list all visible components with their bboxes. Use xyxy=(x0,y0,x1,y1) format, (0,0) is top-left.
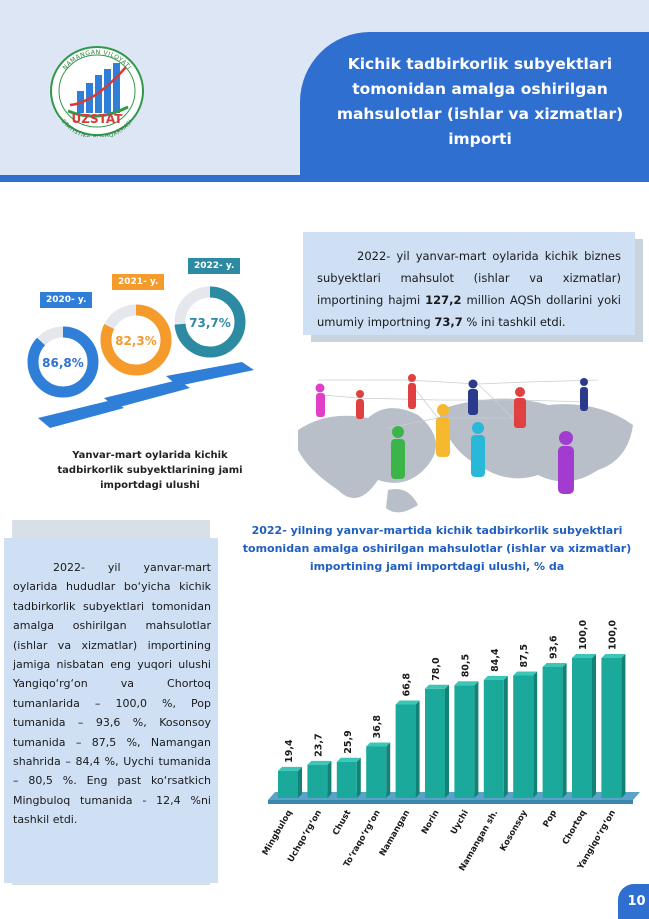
bar-value-label: 100,0 xyxy=(578,620,589,650)
donut-svg: 86,8% 82,3% 73,7% xyxy=(27,286,254,428)
chart-floor-edge xyxy=(268,800,633,804)
bar-top xyxy=(454,681,479,686)
bar-value-label: 66,8 xyxy=(402,673,413,697)
bar-category-label: Chortoq xyxy=(561,809,589,847)
bar-category-label: Namangan xyxy=(378,809,412,858)
bar-value-label: 84,4 xyxy=(490,648,501,672)
donut-arc xyxy=(27,326,99,398)
bar xyxy=(336,761,357,798)
donut-year-label: 2020- y. xyxy=(40,292,93,308)
bar-side xyxy=(474,681,479,798)
info-share: 73,7 xyxy=(434,315,463,329)
bar-side xyxy=(386,742,391,798)
bar-side xyxy=(356,757,361,798)
info-box: 2022- yil yanvar-mart oylarida kichik bi… xyxy=(303,232,635,335)
bar-top xyxy=(513,671,538,676)
donut-arc xyxy=(100,304,172,376)
bar-category-label: Kosonsoy xyxy=(498,808,530,853)
bar-side xyxy=(592,654,596,798)
bar-category-label: Pop xyxy=(541,809,559,830)
uzstat-logo: NAMANGAN VILOYATI STATISTIKA BOSHQARMASI… xyxy=(50,46,144,137)
bar xyxy=(395,704,416,798)
map-continent xyxy=(438,398,633,482)
bar-value-label: 87,5 xyxy=(519,644,530,667)
bar xyxy=(601,658,622,798)
bar-category-label: Mingbuloq xyxy=(261,809,295,858)
bar-top xyxy=(425,684,449,689)
bar xyxy=(513,675,534,798)
bar-value-label: 19,4 xyxy=(284,739,295,763)
bar-top xyxy=(395,700,420,705)
bar-top xyxy=(366,742,391,747)
network-people-illustration xyxy=(298,374,633,513)
map-continent xyxy=(298,408,436,498)
bar-value-label: 36,8 xyxy=(372,715,383,739)
donut-value-label: 86,8% xyxy=(42,356,84,370)
bar-side xyxy=(621,654,626,798)
bar-category-label: Norin xyxy=(420,809,442,837)
page-header: Kichik tadbirkorlik subyektlari tomonida… xyxy=(0,0,649,183)
bar-side xyxy=(533,671,538,798)
bar-top xyxy=(542,662,567,667)
bar-side xyxy=(503,675,508,798)
logo-brand: UZSTAT xyxy=(72,112,124,126)
donut-year-label: 2021- y. xyxy=(112,274,165,290)
bar xyxy=(425,688,445,798)
bar-chart: 19,4Mingbuloq23,7Uchqo‘rg‘on25,9Chust36,… xyxy=(261,620,640,873)
bar-value-label: 23,7 xyxy=(313,733,324,756)
bar-side xyxy=(562,662,567,798)
title-panel xyxy=(300,32,649,177)
bar-side xyxy=(445,684,449,798)
donut-value-label: 73,7% xyxy=(189,316,231,330)
donut-platform-3 xyxy=(166,362,254,386)
bar xyxy=(483,679,504,798)
bar-top xyxy=(601,654,626,658)
bar-top xyxy=(336,757,361,762)
donut-platform-1 xyxy=(38,400,124,428)
donut-group: 86,8% 82,3% 73,7% 2020- y. 2021- y. 2022- … xyxy=(20,250,280,450)
bar-top xyxy=(278,766,302,771)
donut-platform-2 xyxy=(104,380,190,408)
page-number: 10 xyxy=(618,884,649,919)
info-text-2: million AQSh dollarini yoki umumiy impor… xyxy=(317,293,622,329)
bar-top xyxy=(307,760,332,765)
bar-top xyxy=(483,675,508,680)
regions-summary-text: 2022- yil yanvar-mart oylarida hududlar … xyxy=(13,561,211,827)
donut-caption: Yanvar-mart oylarida kichik tadbirkorlik… xyxy=(57,450,243,491)
bar-side xyxy=(415,700,420,798)
bar-value-label: 25,9 xyxy=(343,730,354,753)
map-continent xyxy=(386,489,418,513)
regions-summary-box: 2022- yil yanvar-mart oylarida hududlar … xyxy=(4,538,218,883)
bar-category-label: Uychi xyxy=(449,808,471,836)
header-divider xyxy=(0,175,649,182)
bar xyxy=(307,764,328,798)
info-text-1: 2022- yil yanvar-mart oylarida kichik bi… xyxy=(317,249,621,307)
donut-value-label: 82,3% xyxy=(115,334,157,348)
info-value: 127,2 xyxy=(425,293,462,307)
bar xyxy=(278,770,298,798)
bar-value-label: 93,6 xyxy=(549,635,560,659)
bar-side xyxy=(298,766,302,798)
bar-top xyxy=(572,654,596,658)
info-text-3: % ini tashkil etdi. xyxy=(466,315,566,329)
bar xyxy=(454,685,475,798)
bar-value-label: 78,0 xyxy=(431,657,442,681)
world-map-illustration xyxy=(298,370,638,520)
bar xyxy=(542,666,563,798)
bar-side xyxy=(327,760,332,798)
bar xyxy=(572,658,592,798)
donut-year-label: 2022- y. xyxy=(188,258,241,274)
page-title: Kichik tadbirkorlik subyektlari tomonida… xyxy=(336,55,624,148)
bar-value-label: 100,0 xyxy=(607,620,618,650)
bar-value-label: 80,5 xyxy=(460,654,471,677)
chart-title: 2022- yilning yanvar-martida kichik tadb… xyxy=(242,524,632,573)
bar-category-label: Chust xyxy=(331,809,353,838)
bar xyxy=(366,746,387,798)
donut-arc xyxy=(174,286,246,358)
